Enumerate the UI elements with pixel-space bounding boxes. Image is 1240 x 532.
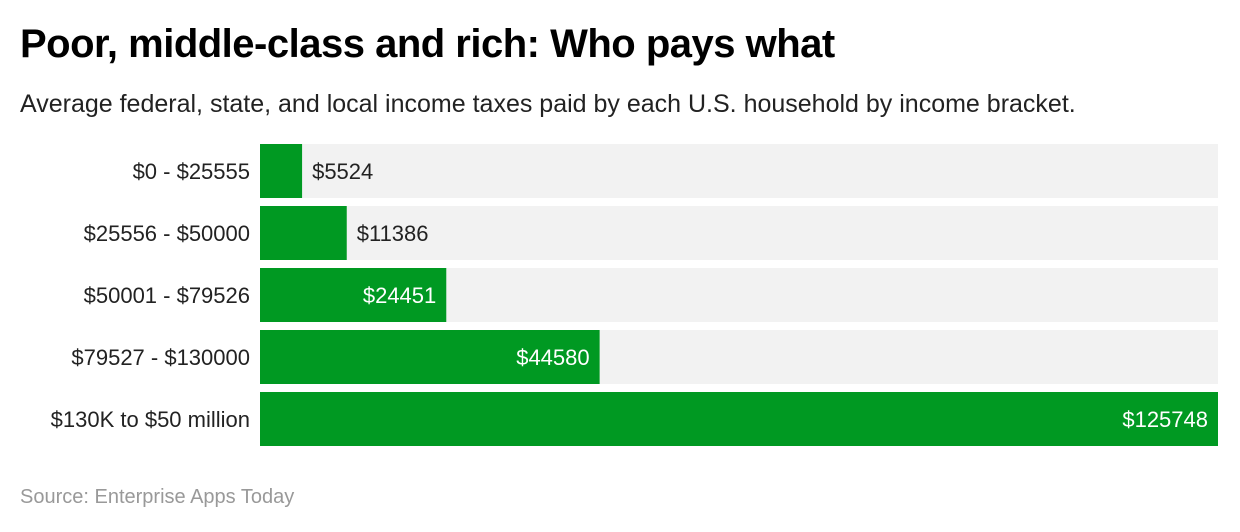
- value-label: $125748: [1122, 407, 1208, 432]
- bar: [260, 392, 1218, 446]
- bar: [260, 206, 347, 260]
- category-label: $25556 - $50000: [84, 221, 250, 246]
- value-label: $5524: [312, 159, 373, 184]
- bar-chart: $0 - $25555 $5524 $25556 - $50000 $11386 $50…: [51, 144, 1218, 446]
- category-label: $50001 - $79526: [84, 283, 250, 308]
- value-label: $24451: [363, 283, 436, 308]
- value-label: $44580: [516, 345, 589, 370]
- bar-track: [260, 144, 1218, 198]
- category-label: $0 - $25555: [133, 159, 250, 184]
- bar: [260, 268, 447, 322]
- bar-track: [260, 206, 1218, 260]
- source-note: Source: Enterprise Apps Today: [20, 486, 295, 508]
- category-label: $130K to $50 million: [51, 407, 250, 432]
- category-label: $79527 - $130000: [71, 345, 250, 370]
- chart-title: Poor, middle-class and rich: Who pays wh…: [20, 22, 835, 66]
- chart-subtitle: Average federal, state, and local income…: [20, 90, 1076, 118]
- bar: [260, 144, 303, 198]
- bar: [260, 330, 600, 384]
- value-label: $11386: [357, 221, 429, 246]
